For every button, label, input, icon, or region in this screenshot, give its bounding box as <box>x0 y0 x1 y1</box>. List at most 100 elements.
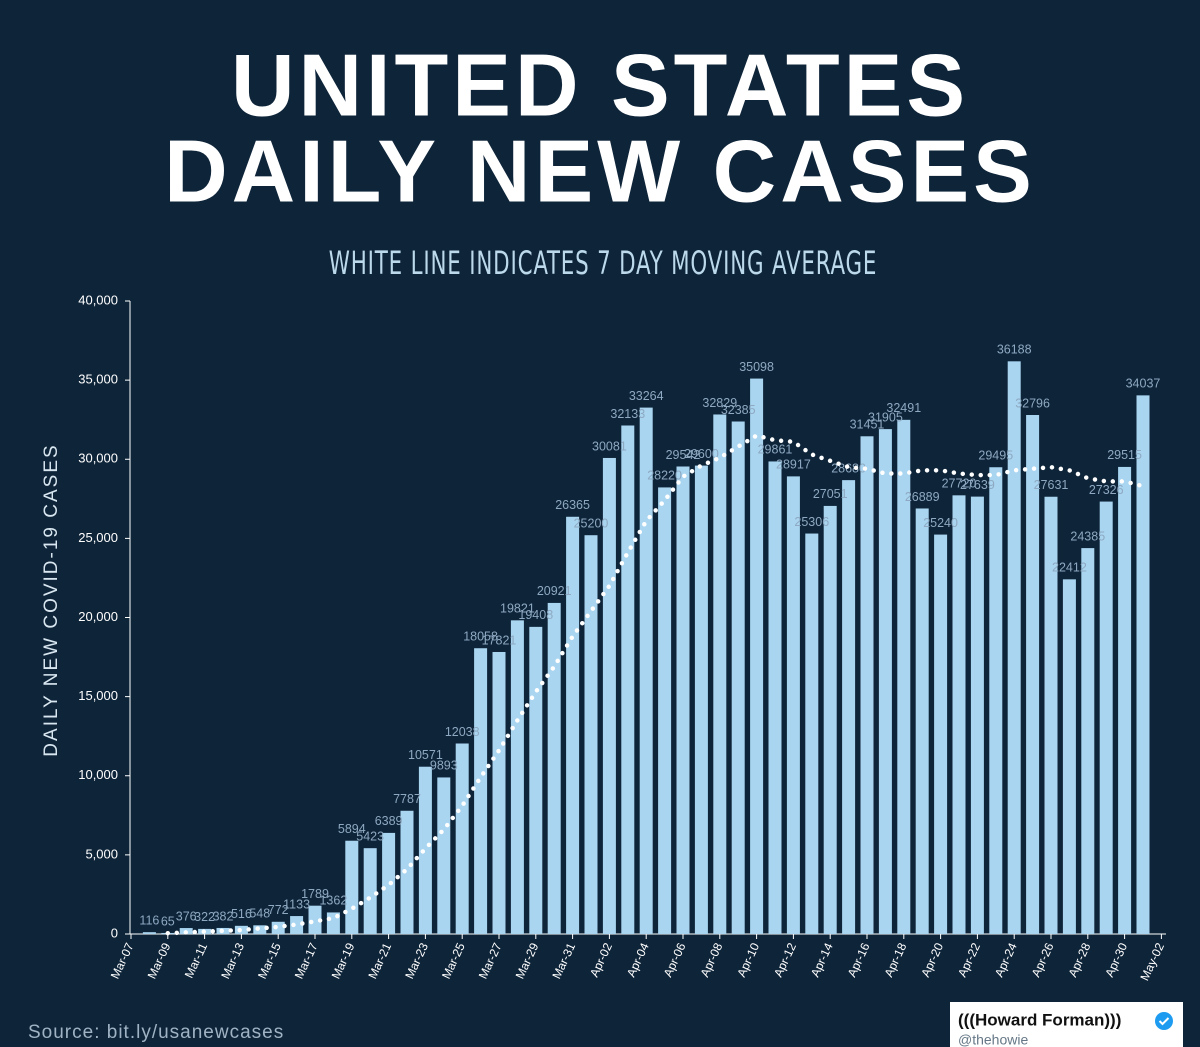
chart-title: DAILY NEW CASES <box>164 121 1036 220</box>
data-label: 18058 <box>463 630 498 644</box>
bar <box>860 436 874 934</box>
data-label: 24385 <box>1070 529 1105 543</box>
y-tick-label: 15,000 <box>78 688 118 703</box>
y-tick-label: 30,000 <box>78 451 118 466</box>
data-label: 772 <box>268 903 289 917</box>
data-label: 25240 <box>923 516 958 530</box>
data-label: 19408 <box>518 608 553 622</box>
data-label: 25306 <box>794 515 829 529</box>
bar <box>418 766 432 934</box>
bar <box>142 932 156 934</box>
bar <box>952 495 966 934</box>
bar <box>823 505 837 934</box>
y-tick-label: 35,000 <box>78 372 118 387</box>
bar <box>786 476 800 934</box>
bar <box>768 461 782 934</box>
chart-title: UNITED STATES <box>231 35 969 134</box>
bar <box>842 480 856 934</box>
bar <box>345 840 359 934</box>
bar <box>529 626 543 934</box>
bar <box>750 378 764 934</box>
bar <box>547 602 561 934</box>
data-label: 10571 <box>408 748 443 762</box>
bar <box>253 925 267 934</box>
y-tick-label: 25,000 <box>78 530 118 545</box>
bar <box>271 921 285 934</box>
bar <box>290 916 304 934</box>
data-label: 31905 <box>868 410 903 424</box>
data-label: 32385 <box>721 403 756 417</box>
data-label: 19821 <box>500 602 535 616</box>
data-label: 17821 <box>482 633 517 647</box>
y-tick-label: 5,000 <box>85 846 118 861</box>
chart-subtitle: WHITE LINE INDICATES 7 DAY MOVING AVERAG… <box>329 245 877 282</box>
data-label: 30081 <box>592 439 627 453</box>
data-label: 32829 <box>702 396 737 410</box>
bar <box>805 533 819 934</box>
data-label: 31451 <box>850 418 885 432</box>
data-label: 36188 <box>997 343 1032 357</box>
bar <box>1044 496 1058 934</box>
bar <box>510 620 524 934</box>
credit-name: (((Howard Forman))) <box>958 1010 1121 1029</box>
bar <box>1136 395 1150 934</box>
credit-handle: @thehowie <box>958 1032 1028 1047</box>
bar <box>308 905 322 934</box>
bar <box>363 848 377 934</box>
data-label: 27720 <box>942 477 977 491</box>
bar <box>566 516 580 934</box>
bar <box>1118 466 1132 934</box>
bar <box>1007 361 1021 934</box>
bar <box>989 467 1003 934</box>
data-label: 12038 <box>445 725 480 739</box>
bar <box>658 487 672 934</box>
bar <box>713 414 727 934</box>
bar <box>1081 548 1095 934</box>
y-tick-label: 20,000 <box>78 609 118 624</box>
moving-average-line <box>165 433 1146 936</box>
data-label: 34037 <box>1126 377 1161 391</box>
data-label: 29495 <box>978 449 1013 463</box>
data-label: 35098 <box>739 360 774 374</box>
data-label: 9893 <box>430 759 458 773</box>
bar <box>1062 579 1076 934</box>
credit-badge <box>950 1002 1183 1047</box>
bar <box>1026 415 1040 934</box>
bar <box>492 651 506 934</box>
data-label: 26365 <box>555 498 590 512</box>
bar <box>382 832 396 934</box>
data-label: 29515 <box>1107 448 1142 462</box>
bar <box>455 743 469 934</box>
bar <box>584 535 598 934</box>
data-label: 27631 <box>1034 478 1069 492</box>
data-label: 29861 <box>758 443 793 457</box>
bar <box>400 810 414 934</box>
data-label: 516 <box>231 907 252 921</box>
data-label: 382 <box>213 909 234 923</box>
data-label: 1133 <box>283 897 310 911</box>
data-label: 376 <box>176 909 197 923</box>
bar <box>474 648 488 934</box>
y-tick-label: 40,000 <box>78 292 118 307</box>
bar <box>878 429 892 934</box>
data-label: 22412 <box>1052 561 1087 575</box>
bar <box>970 496 984 934</box>
verified-icon <box>1155 1012 1173 1030</box>
data-label: 20921 <box>537 584 572 598</box>
bar <box>915 508 929 934</box>
data-label: 27326 <box>1089 483 1124 497</box>
data-label: 32491 <box>886 401 921 415</box>
data-label: 28917 <box>776 458 811 472</box>
data-label: 7787 <box>393 792 421 806</box>
source: Source: bit.ly/usanewcases <box>28 1022 284 1043</box>
data-label: 33264 <box>629 389 664 403</box>
y-tick-label: 0 <box>111 925 118 940</box>
bar <box>437 777 451 934</box>
data-label: 25200 <box>574 517 609 531</box>
data-label: 5894 <box>338 822 366 836</box>
y-axis-label: DAILY NEW COVID-19 CASES <box>41 443 62 756</box>
data-label: 28220 <box>647 469 682 483</box>
bar <box>1099 501 1113 934</box>
data-label: 322 <box>194 910 215 924</box>
